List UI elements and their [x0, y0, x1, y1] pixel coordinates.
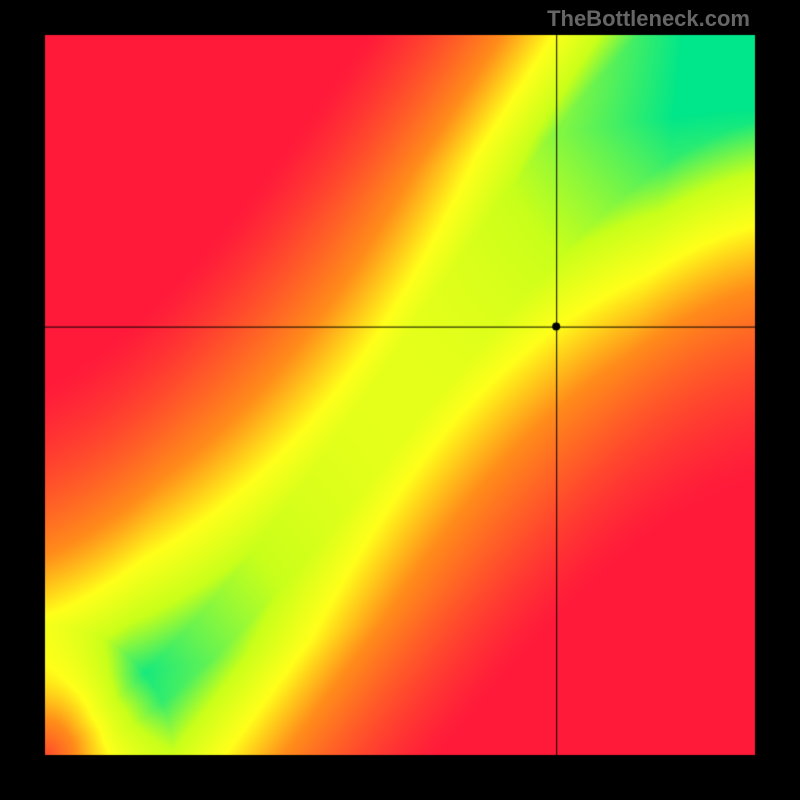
bottleneck-heatmap: [0, 0, 800, 800]
chart-container: TheBottleneck.com: [0, 0, 800, 800]
watermark-text: TheBottleneck.com: [547, 6, 750, 32]
